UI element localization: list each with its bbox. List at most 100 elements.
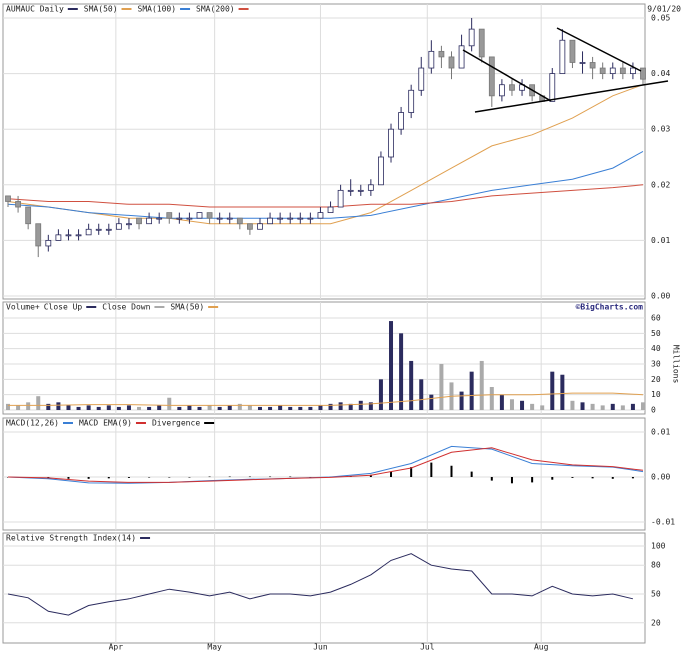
volume-bar bbox=[540, 405, 545, 410]
divergence-bar bbox=[531, 477, 534, 483]
candle-body bbox=[599, 67, 606, 75]
candle-body bbox=[216, 217, 223, 220]
candle-body bbox=[418, 67, 425, 91]
candle-body bbox=[619, 67, 626, 75]
volume-bar bbox=[459, 391, 464, 410]
volume-bar bbox=[469, 371, 474, 410]
candle-body bbox=[156, 217, 163, 220]
volume-bar bbox=[570, 400, 575, 410]
volume-bar bbox=[288, 406, 293, 410]
volume-bar bbox=[641, 402, 645, 410]
x-tick-label: Jun bbox=[313, 643, 328, 652]
volume-bar bbox=[509, 399, 514, 410]
candle-body bbox=[196, 212, 203, 219]
candle-body bbox=[45, 239, 52, 247]
volume-bar bbox=[116, 406, 121, 410]
candle-body bbox=[357, 189, 364, 192]
y-tick-label: 20 bbox=[651, 618, 661, 627]
candle-body bbox=[105, 228, 112, 231]
candle-body bbox=[277, 217, 284, 220]
volume-bar bbox=[86, 405, 91, 410]
trendline bbox=[462, 49, 552, 102]
volume-bar bbox=[237, 403, 242, 410]
volume-bar bbox=[358, 400, 363, 410]
divergence-bar bbox=[430, 462, 433, 477]
candle-body bbox=[559, 39, 566, 75]
x-tick-label: Jul bbox=[420, 643, 435, 652]
y-axis-label: Millions bbox=[672, 345, 681, 384]
volume-bar bbox=[610, 403, 615, 410]
volume-bar bbox=[157, 405, 162, 410]
candle-body bbox=[136, 217, 142, 225]
volume-bar bbox=[378, 379, 383, 410]
volume-bar bbox=[16, 405, 21, 410]
volume-bar bbox=[368, 402, 373, 410]
divergence-bar bbox=[107, 477, 110, 479]
volume-bar bbox=[268, 406, 273, 410]
legend-label: MACD(12,26) bbox=[6, 419, 59, 428]
legend-label: Relative Strength Index(14) bbox=[6, 534, 136, 543]
volume-bar bbox=[580, 402, 585, 410]
y-tick-label: 0.04 bbox=[651, 69, 670, 78]
volume-bar bbox=[26, 402, 31, 410]
volume-bar bbox=[520, 400, 525, 410]
candle-body bbox=[287, 217, 294, 220]
y-tick-label: 0.01 bbox=[651, 428, 670, 437]
candle-body bbox=[388, 128, 394, 158]
series-line bbox=[7, 447, 644, 483]
y-tick-label: 30 bbox=[651, 360, 661, 369]
volume-bar bbox=[550, 371, 555, 410]
divergence-bar bbox=[450, 465, 453, 477]
candle-body bbox=[146, 217, 153, 225]
divergence-bar bbox=[551, 477, 554, 480]
candle-body bbox=[468, 28, 475, 47]
legend-label: SMA(50) bbox=[170, 303, 204, 312]
y-tick-label: 80 bbox=[651, 561, 661, 570]
volume-bar bbox=[630, 403, 635, 410]
volume-bar bbox=[419, 379, 424, 410]
volume-bar bbox=[257, 406, 262, 410]
legend-label: Volume+ bbox=[6, 303, 40, 312]
candle-body bbox=[55, 234, 62, 241]
candle-body bbox=[579, 62, 586, 64]
series-line bbox=[7, 553, 634, 616]
candle-body bbox=[488, 56, 495, 97]
y-tick-label: 40 bbox=[651, 344, 661, 353]
candle-body bbox=[115, 223, 122, 230]
volume-bar bbox=[66, 405, 71, 410]
panel bbox=[2, 532, 646, 644]
divergence-bar bbox=[208, 476, 211, 478]
volume-bar bbox=[126, 405, 131, 410]
volume-bar bbox=[530, 403, 535, 410]
candle-body bbox=[640, 67, 646, 80]
y-tick-label: 0.00 bbox=[651, 473, 670, 482]
volume-bar bbox=[590, 403, 595, 410]
volume-bar bbox=[298, 406, 303, 410]
volume-bar bbox=[247, 405, 252, 410]
volume-bar bbox=[489, 387, 494, 410]
candle-body bbox=[236, 217, 243, 225]
y-tick-label: 100 bbox=[651, 542, 666, 551]
volume-bar bbox=[439, 364, 444, 410]
volume-bar bbox=[96, 406, 101, 410]
candle-body bbox=[458, 45, 465, 69]
divergence-bar bbox=[631, 477, 634, 479]
divergence-bar bbox=[148, 477, 151, 478]
y-tick-label: 0 bbox=[651, 406, 656, 415]
volume-bar bbox=[348, 403, 353, 410]
volume-bar bbox=[56, 402, 61, 410]
divergence-bar bbox=[289, 476, 292, 478]
candle-body bbox=[327, 206, 334, 213]
candle-body bbox=[95, 228, 102, 231]
volume-bar bbox=[308, 406, 313, 410]
volume-bar bbox=[197, 406, 202, 410]
volume-bar bbox=[177, 406, 182, 410]
volume-bar bbox=[147, 406, 152, 410]
candle-body bbox=[337, 189, 344, 208]
y-tick-label: 0.00 bbox=[651, 292, 670, 301]
legend-label: SMA(100) bbox=[138, 5, 177, 14]
volume-bar bbox=[36, 396, 41, 410]
credit: ©BigCharts.com bbox=[576, 302, 644, 312]
volume-bar bbox=[227, 405, 232, 410]
